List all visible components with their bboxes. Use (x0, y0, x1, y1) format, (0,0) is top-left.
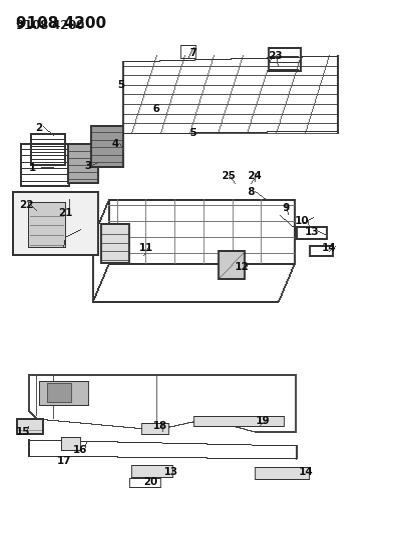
Text: 8: 8 (247, 187, 254, 197)
Text: 21: 21 (58, 208, 73, 218)
Text: 22: 22 (19, 200, 34, 210)
Text: 3: 3 (85, 161, 92, 171)
Text: 17: 17 (56, 456, 71, 466)
Text: 23: 23 (268, 51, 283, 61)
Text: 15: 15 (15, 427, 30, 437)
Text: 10: 10 (295, 216, 309, 226)
Text: 1: 1 (29, 163, 37, 173)
Text: 14: 14 (321, 243, 336, 253)
Text: 13: 13 (163, 467, 178, 477)
Text: 12: 12 (235, 262, 250, 271)
Text: 4: 4 (111, 139, 119, 149)
Text: 13: 13 (305, 227, 320, 237)
Text: 11: 11 (139, 243, 153, 253)
Text: 5: 5 (189, 128, 197, 138)
Text: 9108 4200: 9108 4200 (16, 16, 107, 31)
Text: 14: 14 (299, 467, 314, 477)
Text: 24: 24 (247, 171, 262, 181)
Text: 2: 2 (35, 123, 43, 133)
Text: 18: 18 (153, 422, 168, 431)
Text: 16: 16 (73, 446, 88, 455)
Text: 9: 9 (282, 203, 289, 213)
Text: 25: 25 (221, 171, 236, 181)
Text: 20: 20 (143, 478, 157, 487)
Text: 5: 5 (118, 80, 125, 90)
Text: 6: 6 (152, 104, 160, 114)
Text: 19: 19 (256, 416, 270, 426)
Text: 7: 7 (189, 49, 197, 58)
